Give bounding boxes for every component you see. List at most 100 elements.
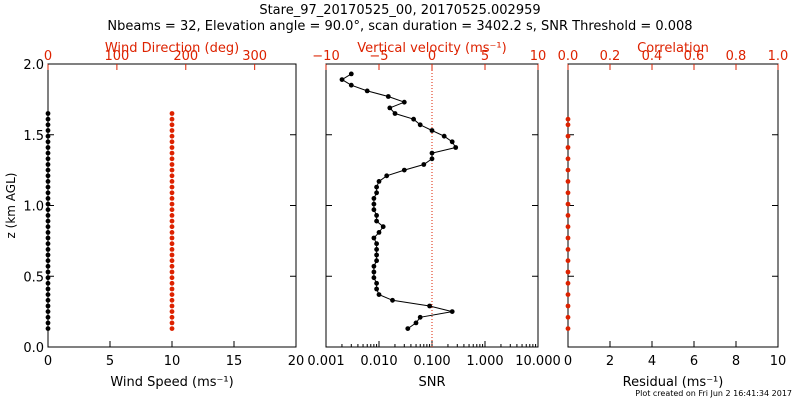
top-tick-label-0-0: 0 — [44, 49, 52, 64]
data-point-1-0-40 — [401, 99, 407, 105]
data-point-0-0-4 — [45, 303, 51, 309]
data-point-1-0-14 — [374, 247, 379, 252]
data-point-0-1-17 — [169, 230, 175, 235]
data-point-1-0-36 — [417, 122, 423, 128]
data-point-2-0-14 — [565, 167, 571, 173]
data-point-0-1-33 — [169, 139, 175, 145]
data-point-1-0-37 — [411, 116, 416, 122]
data-point-0-0-14 — [45, 247, 51, 252]
data-point-1-0-11 — [371, 263, 377, 269]
data-point-0-1-31 — [169, 150, 175, 156]
data-point-0-0-33 — [45, 139, 51, 145]
data-point-0-1-22 — [169, 201, 175, 207]
data-point-1-0-8 — [374, 280, 379, 286]
data-point-2-0-16 — [565, 145, 571, 150]
data-point-0-1-13 — [169, 252, 175, 258]
data-point-0-1-23 — [169, 196, 175, 201]
data-point-0-0-21 — [45, 207, 51, 213]
data-point-1-0-17 — [376, 230, 382, 235]
data-point-2-0-3 — [565, 292, 571, 297]
data-point-1-0-31 — [429, 150, 435, 156]
data-point-0-0-24 — [45, 190, 51, 196]
data-point-0-0-16 — [45, 235, 51, 241]
data-point-0-0-18 — [45, 224, 51, 230]
data-point-1-0-19 — [374, 218, 379, 224]
data-point-1-0-29 — [421, 162, 427, 167]
data-point-1-0-42 — [364, 88, 370, 94]
data-point-0-1-15 — [169, 241, 175, 247]
data-point-1-0-43 — [348, 82, 354, 88]
data-point-2-0-4 — [565, 280, 571, 286]
data-point-0-1-4 — [169, 303, 175, 309]
data-point-0-0-25 — [45, 184, 51, 190]
data-point-1-0-0 — [405, 326, 411, 331]
top-tick-label-2-1: 0.2 — [600, 49, 621, 64]
data-point-1-0-25 — [374, 184, 379, 190]
x-tick-label-0-4: 20 — [288, 354, 305, 369]
data-point-0-0-28 — [45, 167, 51, 173]
x-tick-label-1-0: 0.001 — [307, 354, 344, 369]
data-point-0-0-12 — [45, 258, 51, 264]
x-tick-label-1-2: 0.100 — [413, 354, 450, 369]
top-tick-label-0-3: 300 — [242, 49, 267, 64]
data-point-0-1-8 — [169, 280, 175, 286]
data-point-2-0-13 — [565, 179, 571, 184]
x-tick-label-0-3: 15 — [226, 354, 243, 369]
data-point-2-0-7 — [565, 247, 571, 252]
data-point-1-0-26 — [376, 179, 382, 184]
data-point-1-0-4 — [427, 303, 432, 309]
data-point-0-0-19 — [45, 218, 51, 224]
data-point-0-0-3 — [45, 309, 51, 314]
data-point-2-0-15 — [565, 156, 571, 162]
x-tick-label-2-1: 2 — [606, 354, 614, 369]
x-tick-label-1-3: 1.000 — [466, 354, 503, 369]
data-point-0-1-34 — [169, 133, 175, 139]
data-point-0-1-2 — [169, 314, 175, 320]
data-point-2-0-0 — [565, 326, 571, 331]
data-point-1-0-9 — [371, 275, 377, 281]
data-point-0-1-1 — [169, 320, 175, 326]
data-point-1-0-20 — [374, 213, 379, 218]
data-point-2-0-17 — [565, 133, 571, 139]
top-tick-label-2-5: 1.0 — [768, 49, 789, 64]
data-point-1-0-21 — [371, 207, 377, 213]
data-point-0-1-0 — [169, 326, 175, 331]
data-point-0-0-36 — [45, 122, 51, 128]
data-point-0-0-26 — [45, 179, 51, 184]
data-point-0-1-30 — [169, 156, 175, 162]
x-tick-label-0-2: 10 — [164, 354, 181, 369]
data-point-0-1-29 — [169, 162, 175, 167]
data-point-0-0-30 — [45, 156, 51, 162]
data-point-1-0-3 — [449, 309, 455, 314]
data-point-0-1-19 — [169, 218, 175, 224]
data-point-1-0-39 — [387, 105, 393, 111]
data-point-0-0-20 — [45, 213, 51, 218]
y-tick-label-3: 1.5 — [23, 129, 44, 144]
x-tick-label-2-3: 6 — [690, 354, 698, 369]
data-point-2-0-12 — [565, 190, 571, 196]
top-tick-label-1-0: −10 — [312, 49, 339, 64]
data-point-0-1-6 — [169, 292, 175, 297]
top-tick-label-2-3: 0.6 — [684, 49, 705, 64]
data-point-0-0-31 — [45, 150, 51, 156]
top-tick-label-1-4: 10 — [530, 49, 547, 64]
data-point-0-1-35 — [169, 128, 175, 133]
data-point-1-0-30 — [429, 156, 435, 162]
data-point-0-1-5 — [169, 297, 175, 303]
x-tick-label-0-1: 5 — [106, 354, 114, 369]
x-axis-title-2: Residual (ms⁻¹) — [623, 375, 724, 390]
x-tick-label-1-4: 10.000 — [515, 354, 561, 369]
chart-subtitle: Nbeams = 32, Elevation angle = 90.0°, sc… — [107, 19, 693, 34]
data-point-0-0-5 — [45, 297, 51, 303]
data-point-0-1-26 — [169, 179, 175, 184]
data-point-2-0-19 — [565, 116, 571, 122]
x-tick-label-2-2: 4 — [648, 354, 656, 369]
data-point-0-0-10 — [45, 269, 51, 275]
data-point-2-0-8 — [565, 235, 571, 241]
data-point-1-0-10 — [371, 269, 377, 275]
data-point-1-0-23 — [371, 196, 377, 201]
data-point-1-0-28 — [401, 167, 407, 173]
series-line-1-0 — [341, 73, 457, 330]
data-point-2-0-1 — [565, 314, 571, 320]
